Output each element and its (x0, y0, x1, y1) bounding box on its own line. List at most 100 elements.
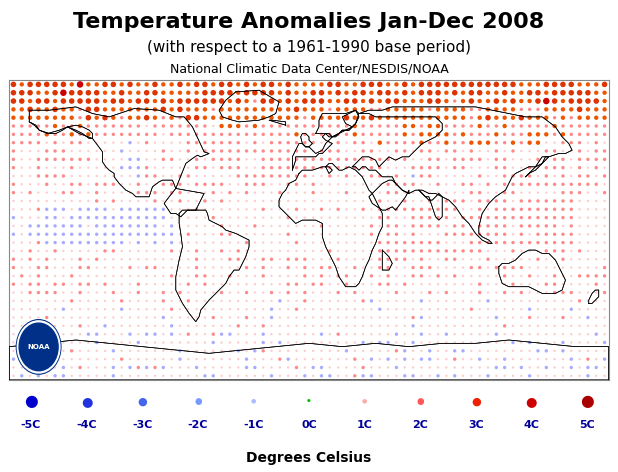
Point (350, 156, 360, 163)
Point (325, 197, 335, 205)
Point (599, 264, 609, 271)
Point (358, 197, 368, 205)
Point (125, 197, 135, 205)
Point (383, 205, 393, 213)
Point (441, 180, 451, 188)
Point (417, 205, 426, 213)
Point (225, 122, 235, 130)
Point (383, 239, 393, 246)
Point (167, 214, 177, 221)
Point (67, 205, 77, 213)
Point (450, 214, 460, 221)
Point (316, 339, 326, 346)
Point (142, 272, 151, 280)
Point (500, 131, 510, 138)
Point (358, 305, 368, 313)
Point (258, 330, 268, 338)
Point (391, 305, 401, 313)
Point (25, 372, 35, 379)
Point (9, 122, 19, 130)
Point (67, 156, 77, 163)
Point (50, 156, 60, 163)
Point (208, 255, 218, 263)
Point (283, 255, 293, 263)
Point (242, 247, 252, 255)
Point (208, 322, 218, 329)
Point (100, 305, 110, 313)
Point (167, 322, 177, 329)
Point (258, 197, 268, 205)
Point (33, 222, 43, 230)
Point (383, 289, 393, 296)
Point (566, 239, 576, 246)
Point (417, 289, 426, 296)
Point (425, 214, 434, 221)
Point (275, 222, 285, 230)
Point (83, 114, 93, 121)
Point (508, 247, 518, 255)
Point (117, 355, 127, 363)
Point (9, 214, 19, 221)
Point (275, 131, 285, 138)
Point (583, 139, 593, 146)
Point (175, 89, 185, 96)
Point (217, 305, 227, 313)
Point (391, 89, 401, 96)
Point (208, 214, 218, 221)
Point (558, 114, 568, 121)
Point (441, 106, 451, 113)
Point (125, 131, 135, 138)
Point (133, 156, 143, 163)
Point (591, 172, 601, 180)
Point (400, 314, 410, 321)
Point (475, 147, 485, 155)
Point (200, 264, 210, 271)
Point (575, 239, 585, 246)
Point (475, 347, 485, 354)
Point (475, 264, 485, 271)
Point (366, 205, 376, 213)
Point (391, 172, 401, 180)
Point (258, 205, 268, 213)
Point (242, 114, 252, 121)
Point (75, 197, 85, 205)
Point (9, 230, 19, 238)
Point (33, 247, 43, 255)
Point (250, 189, 260, 196)
Point (192, 131, 201, 138)
Point (108, 131, 118, 138)
Point (483, 314, 493, 321)
Point (91, 272, 101, 280)
Point (483, 297, 493, 304)
Point (366, 164, 376, 171)
Point (350, 172, 360, 180)
Point (59, 106, 69, 113)
Point (167, 264, 177, 271)
Point (358, 222, 368, 230)
Point (83, 372, 93, 379)
Point (158, 355, 168, 363)
Point (325, 264, 335, 271)
Point (533, 305, 543, 313)
Point (408, 97, 418, 105)
Point (541, 372, 551, 379)
Point (467, 197, 476, 205)
Point (242, 172, 252, 180)
Point (467, 314, 476, 321)
Point (283, 322, 293, 329)
Point (233, 372, 243, 379)
Point (150, 289, 160, 296)
Circle shape (16, 320, 61, 374)
Point (458, 314, 468, 321)
Point (391, 131, 401, 138)
Point (275, 230, 285, 238)
Point (558, 131, 568, 138)
Point (225, 297, 235, 304)
Point (175, 314, 185, 321)
Point (375, 355, 385, 363)
Point (566, 264, 576, 271)
Point (316, 305, 326, 313)
Point (358, 297, 368, 304)
Point (400, 372, 410, 379)
Point (292, 239, 302, 246)
